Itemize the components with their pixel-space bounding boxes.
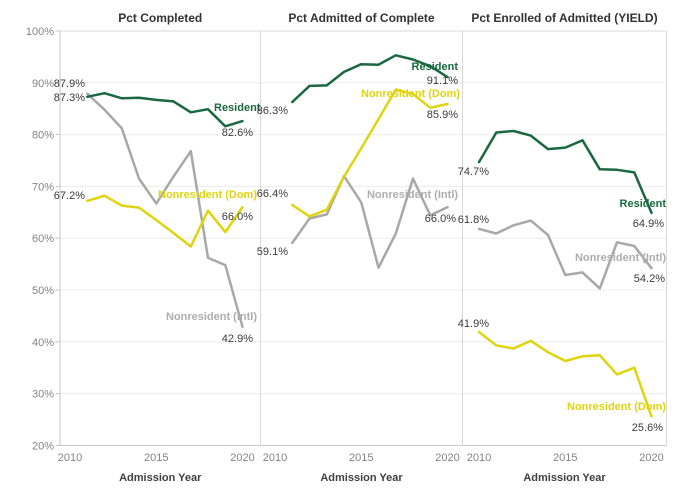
series-line-resident[interactable] xyxy=(86,91,244,128)
series-line-nonresident-dom[interactable] xyxy=(291,88,449,218)
value-label-nonresident-intl: 54.2% xyxy=(634,273,665,285)
y-tick-label: 20% xyxy=(32,440,54,452)
series-line-nonresident-intl[interactable] xyxy=(86,92,244,329)
x-tick-label: 2020 xyxy=(230,452,254,464)
panel-title-pct-enrolled-of-admitted-yield: Pct Enrolled of Admitted (YIELD) xyxy=(471,11,657,25)
x-axis-title: Admission Year xyxy=(320,472,403,484)
series-line-nonresident-intl[interactable] xyxy=(291,174,449,269)
y-tick-label: 80% xyxy=(32,130,54,142)
y-tick-label: 90% xyxy=(32,78,54,90)
y-tick-label: 30% xyxy=(32,389,54,401)
value-label-nonresident-dom: 25.6% xyxy=(632,422,663,434)
value-label-nonresident-intl: 59.1% xyxy=(257,246,288,258)
series-name-label-resident: Resident xyxy=(214,102,261,114)
value-label-resident: 64.9% xyxy=(633,218,664,230)
series-name-label-nonresident-intl: Nonresident (Intl) xyxy=(166,311,257,323)
series-name-label-nonresident-dom: Nonresident (Dom) xyxy=(361,88,460,100)
value-label-nonresident-dom: 41.9% xyxy=(458,318,489,330)
value-label-nonresident-intl: 66.0% xyxy=(425,213,456,225)
panel-title-pct-completed: Pct Completed xyxy=(118,11,202,25)
series-name-label-nonresident-dom: Nonresident (Dom) xyxy=(158,189,257,201)
series-name-label-nonresident-dom: Nonresident (Dom) xyxy=(567,401,666,413)
panel-plot-area[interactable] xyxy=(463,31,667,445)
value-label-nonresident-intl: 87.9% xyxy=(54,78,85,90)
series-line-resident[interactable] xyxy=(291,54,449,104)
value-label-resident: 74.7% xyxy=(458,166,489,178)
y-tick-label: 50% xyxy=(32,285,54,297)
value-label-nonresident-intl: 61.8% xyxy=(458,214,489,226)
series-line-nonresident-dom[interactable] xyxy=(86,194,244,248)
value-label-nonresident-intl: 42.9% xyxy=(222,333,253,345)
series-name-label-nonresident-intl: Nonresident (Intl) xyxy=(575,252,666,264)
series-name-label-nonresident-intl: Nonresident (Intl) xyxy=(367,189,458,201)
value-label-resident: 91.1% xyxy=(427,75,458,87)
series-name-label-resident: Resident xyxy=(620,198,667,210)
x-tick-label: 2015 xyxy=(553,452,577,464)
x-tick-label: 2020 xyxy=(639,452,663,464)
x-tick-label: 2015 xyxy=(144,452,168,464)
value-label-resident: 87.3% xyxy=(54,92,85,104)
series-line-resident[interactable] xyxy=(477,129,653,215)
x-tick-label: 2010 xyxy=(58,452,82,464)
x-tick-label: 2010 xyxy=(263,452,287,464)
series-name-label-resident: Resident xyxy=(412,61,459,73)
value-label-resident: 82.6% xyxy=(222,127,253,139)
value-label-nonresident-dom: 67.2% xyxy=(54,190,85,202)
x-axis-title: Admission Year xyxy=(119,472,202,484)
value-label-nonresident-dom: 66.0% xyxy=(222,211,253,223)
panel-title-pct-admitted-of-complete: Pct Admitted of Complete xyxy=(288,11,435,25)
x-tick-label: 2015 xyxy=(349,452,373,464)
value-label-nonresident-dom: 66.4% xyxy=(257,188,288,200)
value-label-resident: 86.3% xyxy=(257,105,288,117)
y-tick-label: 70% xyxy=(32,181,54,193)
x-tick-label: 2020 xyxy=(435,452,459,464)
x-axis-title: Admission Year xyxy=(523,472,606,484)
y-tick-label: 40% xyxy=(32,337,54,349)
y-tick-label: 60% xyxy=(32,233,54,245)
value-label-nonresident-dom: 85.9% xyxy=(427,109,458,121)
x-tick-label: 2010 xyxy=(467,452,491,464)
y-tick-label: 100% xyxy=(26,26,54,38)
series-line-nonresident-intl[interactable] xyxy=(477,219,653,290)
panel-plot-area[interactable] xyxy=(60,31,261,445)
series-line-nonresident-dom[interactable] xyxy=(477,330,653,418)
